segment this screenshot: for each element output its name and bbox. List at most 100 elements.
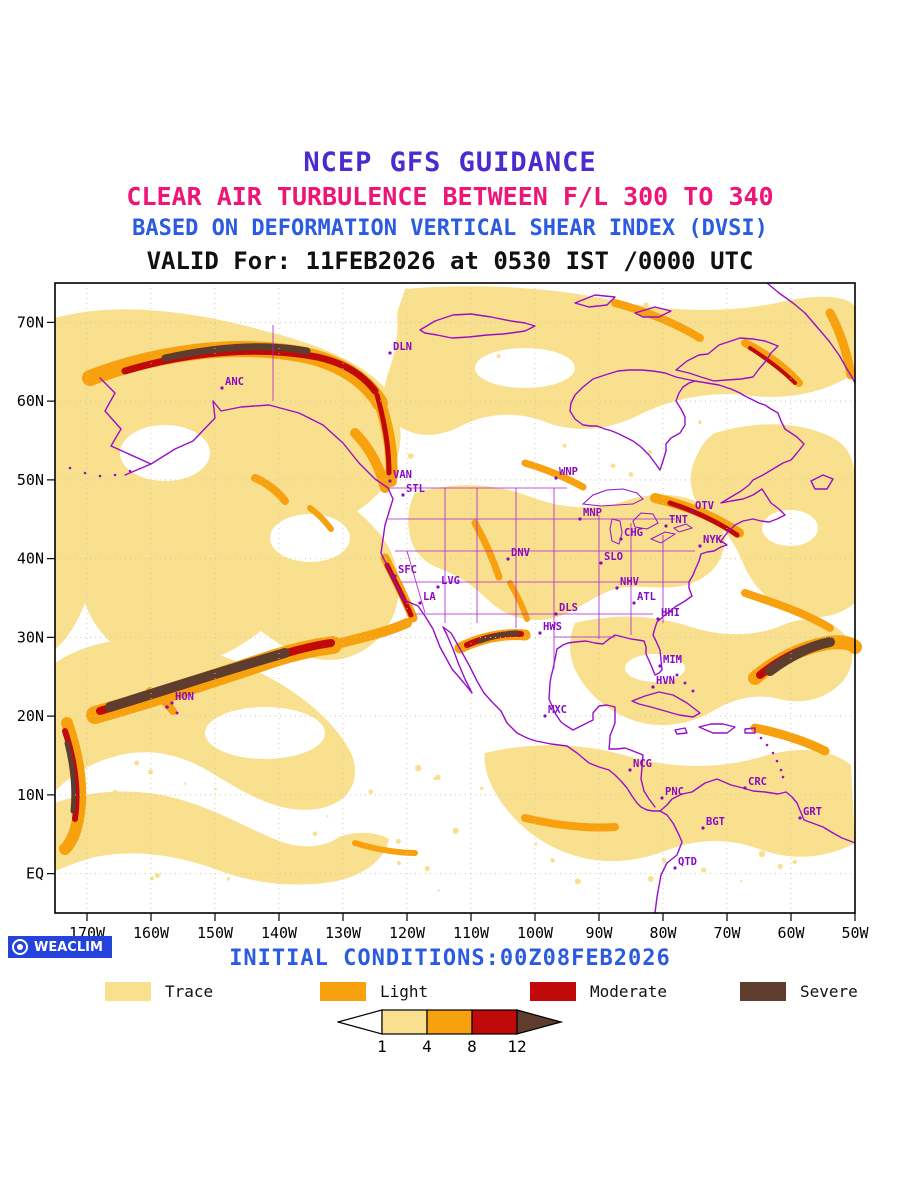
station-label: TNT [669,514,688,526]
trace-speckle [158,837,163,842]
trace-speckle [823,844,828,850]
trace-speckle [312,831,318,836]
station-label: ATL [637,591,656,603]
station-label: DLN [393,341,412,353]
lat-label: 50N [17,471,44,489]
legend-swatch-severe [740,982,786,1001]
trace-speckle [496,354,501,359]
station-marker [599,561,603,565]
station-marker [701,826,705,830]
turbulence-map-svg: DLN ANC VAN STL WNP MNP CHG TNT OTV NYK DNV SLO NHV S… [15,278,885,954]
trace-speckle [136,760,139,763]
lon-label: 100W [517,924,554,942]
trace-speckle [279,777,285,783]
trace-speckle [831,780,835,784]
trace-speckle [526,785,530,788]
station-marker [388,479,392,483]
station-marker [619,537,623,541]
trace-speckle [514,779,519,784]
lon-label: 110W [453,924,490,942]
trace-speckle [368,789,374,794]
lat-label: 30N [17,628,44,646]
station-label: OTV [695,500,715,512]
title-block: NCEP GFS GUIDANCE CLEAR AIR TURBULENCE B… [0,146,900,277]
legend-label-trace: Trace [165,982,214,1001]
trace-speckle [446,367,451,371]
station-label: VAN [393,469,412,481]
station-label: NCG [633,758,652,770]
trace-speckle [611,765,618,772]
turbulence-severe-layer [64,343,835,814]
scale-box-trace [381,1009,428,1035]
station-label: LA [423,591,436,603]
trace-speckle [429,316,433,320]
station-label: QTD [678,856,697,868]
trace-speckle [121,807,127,813]
trace-speckle [706,454,710,459]
lon-label: 50W [841,924,869,942]
trace-speckle [526,809,530,813]
legend-swatch-trace [105,982,151,1001]
station-marker [664,524,668,528]
trace-speckle [671,802,674,805]
station-label: ANC [225,376,244,388]
station-marker [401,493,405,497]
station-label: MXC [548,704,567,716]
station-label: WNP [559,466,578,478]
trace-speckle [440,426,446,432]
trace-speckle [730,312,733,316]
trace-speckle [435,774,441,781]
scale-value: 4 [422,1037,432,1056]
color-scale-svg: 1 4 8 12 [337,1009,563,1056]
station-marker [658,664,662,668]
trace-speckle [228,834,233,840]
trace-speckle [574,878,581,885]
station-marker [698,544,702,548]
trace-speckle [415,764,422,772]
station-label: LVG [441,575,460,587]
state-border-layer [272,325,695,669]
trace-speckle [647,875,654,882]
trace-speckle [812,463,818,468]
legend: Trace Light Moderate Severe [0,982,900,1008]
trace-speckle [792,859,797,865]
station-marker [393,574,397,578]
weaclim-label: WEACLIM [34,939,103,955]
trace-speckle [550,858,555,863]
lon-label: 80W [649,924,677,942]
lat-label: 10N [17,786,44,804]
station-marker [690,510,694,514]
trace-speckle [675,338,679,342]
trace-speckle [610,463,616,468]
station-marker [388,351,392,355]
trace-speckle [827,759,832,764]
weaclim-logo-icon [12,939,28,955]
trace-speckle [686,388,691,393]
trace-speckle [112,789,118,796]
trace-speckle [149,876,155,881]
trace-speckle [396,860,402,866]
lat-label: 20N [17,707,44,725]
trace-speckle [407,453,414,459]
station-marker [660,796,664,800]
trace-speckle [411,330,417,336]
trace-speckle [706,798,710,802]
trace-speckle [318,776,323,782]
scale-value: 12 [507,1037,526,1056]
great-lakes-layer [581,488,694,545]
station-marker [673,866,677,870]
station-label: MIM [663,654,682,666]
trace-speckle [635,399,642,406]
station-label-layer: DLN ANC VAN STL WNP MNP CHG TNT OTV NYK DNV SLO NHV S… [170,341,822,870]
trace-speckle [629,833,634,838]
station-marker [543,714,547,718]
station-label: NHV [620,576,640,588]
trace-speckle [609,811,615,817]
initial-conditions-text: INITIAL CONDITIONS:00Z08FEB2026 [229,946,671,971]
trace-speckle [628,472,634,477]
station-marker [798,816,802,820]
trace-speckle [139,799,143,802]
trace-speckle [243,785,247,790]
station-marker [656,617,660,621]
turbulence-trace-layer [55,286,855,892]
